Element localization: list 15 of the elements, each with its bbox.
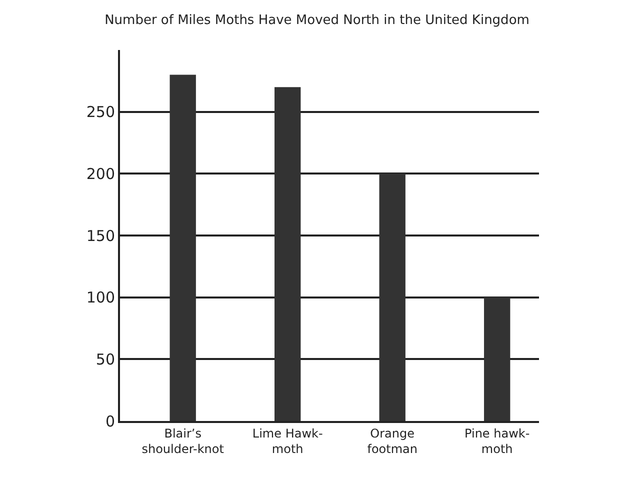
y-tick-label: 200 (86, 164, 115, 183)
bar (274, 87, 301, 421)
y-tick-label: 150 (86, 226, 115, 245)
y-tick-label: 0 (105, 412, 115, 430)
y-tick-label: 250 (86, 103, 115, 122)
x-tick-label: Lime Hawk- moth (252, 426, 323, 456)
bar (379, 174, 406, 421)
y-tick-label: 50 (96, 350, 115, 368)
bar (484, 297, 510, 421)
y-tick-label: 100 (86, 288, 115, 307)
x-tick-label: Blair’s shoulder-knot (142, 426, 224, 456)
x-tick-label: Orange footman (367, 426, 418, 456)
bar (170, 74, 196, 421)
chart-title: Number of Miles Moths Have Moved North in the United Kingdom (104, 12, 530, 28)
x-tick-label: Pine hawk- moth (464, 426, 530, 456)
